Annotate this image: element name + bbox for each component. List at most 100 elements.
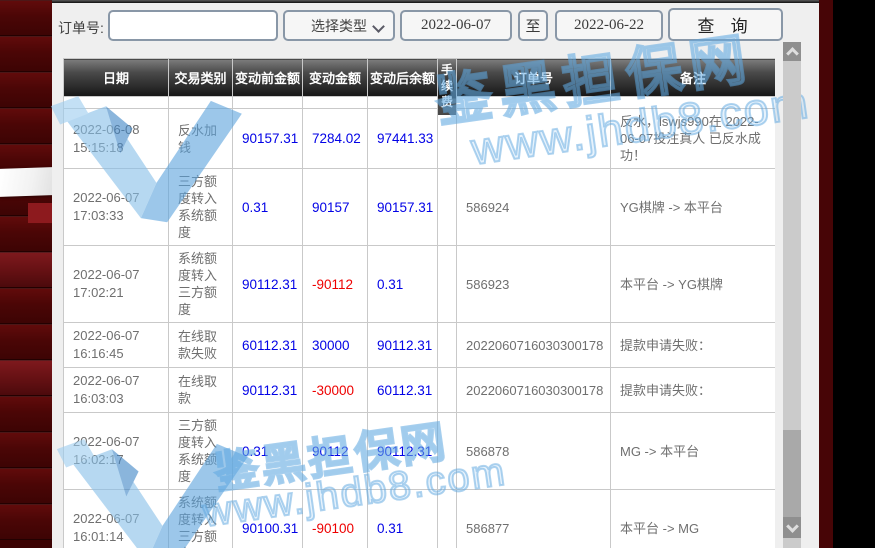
window-edge-red — [819, 0, 833, 548]
type-select-value: 选择类型 — [311, 17, 367, 34]
cell-amount-after: 97441.33 — [367, 108, 438, 169]
top-border — [52, 0, 819, 3]
cell-amount-before: 0.31 — [232, 412, 303, 490]
column-header: 交易类别 — [168, 58, 233, 97]
cell-date: 2022-06-07 17:02:21 — [63, 245, 169, 323]
chevron-down-icon — [785, 519, 799, 533]
sidebar-menu-item[interactable] — [0, 252, 52, 288]
cell-remark: 提款申请失败： — [610, 367, 775, 413]
cell-transaction-type: 三方额度转入系统额度 — [168, 168, 233, 246]
table-row: 2022-06-08 15:15:18 反水加钱 90157.31 7284.02 974… — [63, 108, 775, 169]
cell-fee — [437, 108, 457, 169]
cell-order-number: 586877 — [456, 489, 611, 548]
cell-date: 2022-06-07 16:01:14 — [63, 489, 169, 548]
cell-amount-after: 90112.31 — [367, 322, 438, 368]
cell-remark: 本平台 -> YG棋牌 — [610, 245, 775, 323]
sidebar-menu-item[interactable] — [0, 0, 52, 36]
cell-date: 2022-06-08 15:15:18 — [63, 108, 169, 169]
cell-remark: MG -> 本平台 — [610, 412, 775, 490]
column-header: 备注 — [610, 58, 775, 97]
cell-order-number: 2022060716030300178 — [456, 322, 611, 368]
column-header: 变动金额 — [302, 58, 368, 97]
scrollbar-thumb[interactable] — [783, 430, 801, 517]
transactions-table: 日期 交易类别 变动前金额 变动金额 变动后余额手续费订单号 备注 2022-06-08 1… — [63, 58, 775, 548]
cell-transaction-type: 系统额度转入三方额度 — [168, 489, 233, 548]
table-row: 2022-06-07 16:03:03 在线取款 90112.31 -30000 6011… — [63, 367, 775, 413]
cell-fee — [437, 322, 457, 368]
sidebar-menu-item[interactable] — [0, 36, 52, 72]
cell-fee — [437, 367, 457, 413]
partial-scrolled-row — [63, 96, 775, 109]
cell-order-number: 586878 — [456, 412, 611, 490]
cell-date: 2022-06-07 16:16:45 — [63, 322, 169, 368]
cell-remark: YG棋牌 -> 本平台 — [610, 168, 775, 246]
column-header: 日期 — [63, 58, 169, 97]
cell-amount-before: 60112.31 — [232, 322, 303, 368]
sidebar-menu-item[interactable] — [0, 432, 52, 468]
order-number-input[interactable] — [108, 10, 278, 41]
sidebar-menu-item[interactable] — [0, 288, 52, 324]
cell-transaction-type: 在线取款 — [168, 367, 233, 413]
table-row: 2022-06-0716:01:14系统额度转入三方额度90100.31-901… — [63, 489, 775, 548]
cell-amount-before: 90112.31 — [232, 367, 303, 413]
cell-order-number: 586924 — [456, 168, 611, 246]
cell-order-number — [456, 108, 611, 169]
cell-amount-before: 90100.31 — [232, 489, 303, 548]
sidebar-menu-item[interactable] — [0, 324, 52, 360]
cell-remark: 反水，lswjs990在 2022-06-07投注真人 已反水成功！ — [610, 108, 775, 169]
scrollbar-down-button[interactable] — [783, 517, 801, 538]
scrollbar-up-button[interactable] — [783, 42, 801, 61]
sidebar-active-item[interactable] — [0, 167, 52, 197]
cell-date: 2022-06-07 16:03:03 — [63, 367, 169, 413]
column-header: 手续费 — [437, 58, 457, 115]
cell-transaction-type: 系统额度转入三方额度 — [168, 245, 233, 323]
cell-amount-after: 90112.31 — [367, 412, 438, 490]
cell-amount-before: 90157.31 — [232, 108, 303, 169]
sidebar-menu-item[interactable] — [0, 504, 52, 540]
cell-transaction-type: 三方额度转入系统额度 — [168, 412, 233, 490]
scrollbar-track[interactable] — [783, 42, 801, 548]
cell-order-number: 586923 — [456, 245, 611, 323]
table-body: 2022-06-08 15:15:18 反水加钱 90157.31 7284.02 974… — [63, 96, 775, 548]
sidebar-menu-item[interactable] — [0, 108, 52, 144]
cell-order-number: 2022060716030300178 — [456, 367, 611, 413]
order-number-label: 订单号: — [58, 20, 104, 36]
sidebar-menu-item[interactable] — [0, 468, 52, 504]
cell-fee — [437, 245, 457, 323]
window-edge-black — [833, 0, 875, 548]
table-header-row: 日期 交易类别 变动前金额 变动金额 变动后余额手续费订单号 备注 — [63, 58, 775, 115]
fee-header-vertical: 手续费 — [438, 59, 456, 115]
cell-amount-after: 60112.31 — [367, 367, 438, 413]
cell-amount-after: 0.31 — [367, 245, 438, 323]
chevron-up-icon — [785, 46, 799, 60]
cell-remark: 本平台 -> MG — [610, 489, 775, 548]
column-header: 变动前金额 — [232, 58, 303, 97]
transactions-table-container[interactable]: 日期 交易类别 变动前金额 变动金额 变动后余额手续费订单号 备注 2022-06-08 1… — [63, 58, 775, 548]
sidebar-nav — [0, 0, 52, 548]
cell-amount-change: 30000 — [302, 322, 368, 368]
cell-amount-change: -30000 — [302, 367, 368, 413]
date-range-separator: 至 — [518, 10, 548, 41]
table-row: 2022-06-07 16:02:17 三方额度转入系统额度 0.31 90112 901… — [63, 412, 775, 490]
cell-fee — [437, 412, 457, 490]
table-row: 2022-06-07 17:03:33 三方额度转入系统额度 0.31 90157 901… — [63, 168, 775, 246]
cell-amount-after: 90157.31 — [367, 168, 438, 246]
search-button[interactable]: 查 询 — [668, 8, 783, 41]
cell-amount-change: -90112 — [302, 245, 368, 323]
cell-amount-change: -90100 — [302, 489, 368, 548]
table-row: 2022-06-07 16:16:45 在线取款失败 60112.31 30000 901… — [63, 322, 775, 368]
type-select[interactable]: 选择类型 — [283, 10, 395, 41]
sidebar-menu-item[interactable] — [0, 360, 52, 396]
cell-amount-change: 7284.02 — [302, 108, 368, 169]
sidebar-menu-item[interactable] — [0, 396, 52, 432]
cell-amount-before: 0.31 — [232, 168, 303, 246]
sidebar-menu-item[interactable] — [0, 72, 52, 108]
cell-amount-change: 90112 — [302, 412, 368, 490]
column-header: 变动后余额 — [367, 58, 438, 97]
date-from-input[interactable]: 2022-06-07 — [400, 10, 512, 41]
sidebar-submenu-marker — [28, 203, 52, 223]
cell-date: 2022-06-07 16:02:17 — [63, 412, 169, 490]
table-row: 2022-06-07 17:02:21 系统额度转入三方额度 90112.31 -901… — [63, 245, 775, 323]
date-to-input[interactable]: 2022-06-22 — [555, 10, 663, 41]
